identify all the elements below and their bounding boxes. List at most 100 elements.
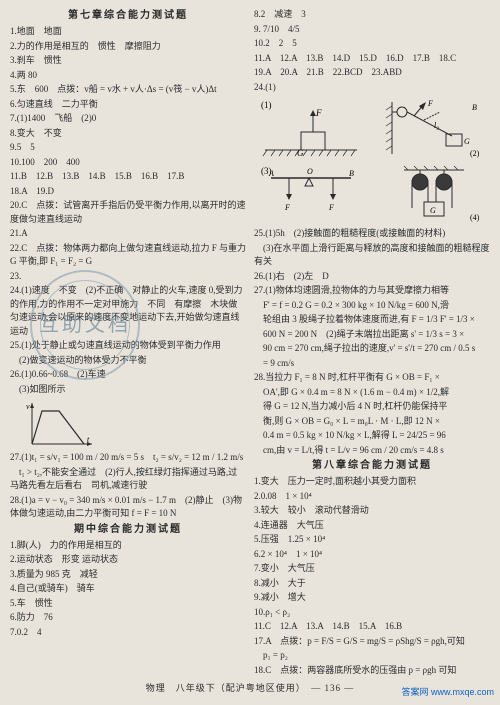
text-line: 0.4 m = 0.5 kg × 10 N/kg × L,解得 L = 24/2…: [254, 429, 490, 443]
text-line: 9.减小 增大: [254, 591, 490, 605]
text-line: 18.C 点拨：两容器底所受水的压强由 p = ρgh 可知: [254, 664, 490, 678]
corner-credit: 答案网 www.mxqe.com: [401, 686, 494, 700]
text-line: 1.地面 地面: [10, 25, 246, 39]
text-line: 22.C 点拨：物体两力都向上做匀速直线运动,拉力 F 与重力 G 平衡,即 F…: [10, 242, 246, 269]
text-line: 衡,则 G × OB = G₀ × L = m₀L · M · L,即 12 N…: [254, 415, 490, 429]
svg-text:l₂: l₂: [434, 121, 439, 130]
right-column: 8.2 减速 39. 7/10 4/510.2 2 511.A 12.A 13.…: [254, 8, 490, 676]
text-line: 8.2 减速 3: [254, 8, 490, 22]
text-line: 1.变大 压力一定时,面积越小其受力面积: [254, 475, 490, 489]
svg-text:F: F: [315, 108, 322, 118]
text-line: 2.力的作用是相互的 惯性 摩擦阻力: [10, 40, 246, 54]
text-line: 600 N = 200 N (2)绳子末端拉出距离 s' = 1/3 s = 3…: [254, 328, 490, 342]
svg-text:G: G: [297, 148, 304, 158]
svg-text:F: F: [328, 203, 334, 212]
svg-text:G: G: [430, 206, 436, 215]
text-line: 2.0.08 1 × 10⁴: [254, 490, 490, 504]
text-line: (2)做变速运动的物体受力不平衡: [10, 354, 246, 368]
text-line: 11.A 12.A 13.B 14.D 15.D 16.D 17.B 18.C: [254, 52, 490, 66]
text-line: 7.(1)1400 飞船 (2)0: [10, 112, 246, 126]
diagram-row-1: F G (1) G: [254, 98, 490, 158]
svg-text:O: O: [307, 167, 313, 176]
text-line: cm,由 v = L/t,得 t = L/v = 96 cm / 20 cm/s…: [254, 444, 490, 458]
text-line: (3)如图所示: [10, 383, 246, 397]
text-line: p₁ = p₂: [254, 649, 490, 663]
text-line: 26.(1)右 (2)左 D: [254, 270, 490, 284]
text-line: 4.自己(或骑车) 骑车: [10, 582, 246, 596]
section-title-mid: 期中综合能力测试题: [10, 522, 246, 537]
diagram-1: F G (1): [261, 98, 361, 158]
text-line: 轮组由 3 股绳子拉着物体速度而进,有 F = 1/3 F' = 1/3 ×: [254, 313, 490, 327]
text-line: 90 cm = 270 cm,绳子拉出的速度,v' = s'/t = 270 c…: [254, 342, 490, 356]
text-line: 28.(1)a = v − v₀ = 340 m/s × 0.01 m/s − …: [10, 494, 246, 521]
svg-text:F: F: [427, 99, 433, 108]
text-line: 10.ρ₁ < ρ₂: [254, 606, 490, 620]
diagram-row-2: A O B F F (3): [254, 164, 490, 224]
svg-text:(4): (4): [470, 213, 480, 222]
text-line: 17.A 点拨：p = F/S = G/S = mg/S = ρShg/S = …: [254, 635, 490, 649]
right-block-3: 1.变大 压力一定时,面积越小其受力面积2.0.08 1 × 10⁴3.较大 较…: [254, 475, 490, 678]
section-title-8: 第八章综合能力测试题: [254, 458, 490, 473]
diagram-4: G (4): [384, 164, 484, 224]
text-line: OA',即 G × 0.4 m = 8 N × (1.6 m − 0.4 m) …: [254, 386, 490, 400]
svg-text:G: G: [464, 137, 470, 146]
svg-text:F: F: [284, 203, 290, 212]
text-line: F' = f = 0.2 G = 0.2 × 300 kg × 10 N/kg …: [254, 299, 490, 313]
text-line: 18.A 19.D: [10, 185, 246, 199]
text-line: = 9 cm/s: [254, 357, 490, 371]
right-block-1: 8.2 减速 39. 7/10 4/510.2 2 511.A 12.A 13.…: [254, 8, 490, 95]
text-line: 6.防力 76: [10, 611, 246, 625]
text-line: 7.变小 大气压: [254, 562, 490, 576]
text-line: 26.(1)0.66~0.68 (2)车速: [10, 368, 246, 382]
text-line: 25.(1)5h (2)接触面的粗糙程度(或接触面的材料): [254, 227, 490, 241]
text-line: 4.连通器 大气压: [254, 519, 490, 533]
text-line: 3.质量为 985 克 减轻: [10, 568, 246, 582]
text-line: 2.运动状态 形变 运动状态: [10, 553, 246, 567]
text-line: 5.压强 1.25 × 10⁴: [254, 533, 490, 547]
text-line: 27.(1)物体均速圆滑,拉物体的力与其受摩擦力相等: [254, 284, 490, 298]
text-line: 23.: [10, 270, 246, 284]
text-line: 28.当拉力 F₁ = 8 N 时,杠杆平衡有 G × OB = F₁ ×: [254, 371, 490, 385]
svg-text:B: B: [349, 169, 354, 178]
text-line: 20.C 点拨：试管离开手指后仍受平衡力作用,以离开时的速度做匀速直线运动: [10, 199, 246, 226]
right-block-2: 25.(1)5h (2)接触面的粗糙程度(或接触面的材料) (3)在水平面上滑行…: [254, 227, 490, 458]
text-line: 25.(1)处于静止或匀速直线运动的物体受到平衡力作用: [10, 339, 246, 353]
svg-text:B: B: [472, 103, 477, 112]
text-line: 8.变大 不变: [10, 127, 246, 141]
text-line: 21.A: [10, 227, 246, 241]
text-line: 10.2 2 5: [254, 37, 490, 51]
svg-text:(2): (2): [470, 149, 480, 158]
text-line: 5.车 惯性: [10, 597, 246, 611]
text-line: 6.匀速直线 二力平衡: [10, 98, 246, 112]
text-line: 11.C 12.A 13.A 14.B 15.A 16.B: [254, 620, 490, 634]
text-line: (3)在水平面上滑行距离与释放的高度和接触面的粗糙程度有关: [254, 242, 490, 269]
diagram-3: A O B F F (3): [261, 164, 361, 224]
text-line: 5.东 600 点拨：v船 = v水 + v人·Δs = (v筏 − v人)Δt: [10, 83, 246, 97]
svg-text:(3): (3): [261, 166, 272, 176]
text-line: 24.(1)速度 不变 (2)不正确 对静止的火车,速度 0,受到力的作用,力的…: [10, 284, 246, 338]
text-line: 19.A 20.A 21.B 22.BCD 23.ABD: [254, 66, 490, 80]
section-title-7: 第七章综合能力测试题: [10, 8, 246, 23]
text-line: 4.两 80: [10, 69, 246, 83]
text-line: 1.脚(人) 力的作用是相互的: [10, 539, 246, 553]
diagram-2: G F B l₂ (2): [384, 98, 484, 158]
text-line: t₁ > t₂,不能安全通过 (2)行人,按红绿灯指挥通过马路,过马路先看左后看…: [10, 466, 246, 493]
text-line: 6.2 × 10⁴ 1 × 10⁴: [254, 548, 490, 562]
svg-text:(1): (1): [261, 100, 272, 110]
text-line: 3.刹车 惯性: [10, 54, 246, 68]
text-line: 8.减小 大于: [254, 577, 490, 591]
text-line: 9.5 5: [10, 141, 246, 155]
text-line: 11.B 12.B 13.B 14.B 15.B 16.B 17.B: [10, 170, 246, 184]
text-line: 3.较大 较小 滚动代替滑动: [254, 504, 490, 518]
left-block-2: 27.(1)t₁ = s/v₁ = 100 m / 20 m/s = 5 s t…: [10, 451, 246, 522]
text-line: 10.100 200 400: [10, 156, 246, 170]
left-column: 第七章综合能力测试题 1.地面 地面2.力的作用是相互的 惯性 摩擦阻力3.刹车…: [10, 8, 246, 676]
left-block-3: 1.脚(人) 力的作用是相互的2.运动状态 形变 运动状态3.质量为 985 克…: [10, 539, 246, 641]
svg-text:v: v: [26, 402, 30, 411]
text-line: 7.0.2 4: [10, 626, 246, 640]
velocity-graph: v t: [24, 399, 94, 449]
text-line: 9. 7/10 4/5: [254, 23, 490, 37]
text-line: 27.(1)t₁ = s/v₁ = 100 m / 20 m/s = 5 s t…: [10, 451, 246, 465]
left-block-1: 1.地面 地面2.力的作用是相互的 惯性 摩擦阻力3.刹车 惯性4.两 805.…: [10, 25, 246, 397]
svg-text:t: t: [87, 435, 90, 444]
